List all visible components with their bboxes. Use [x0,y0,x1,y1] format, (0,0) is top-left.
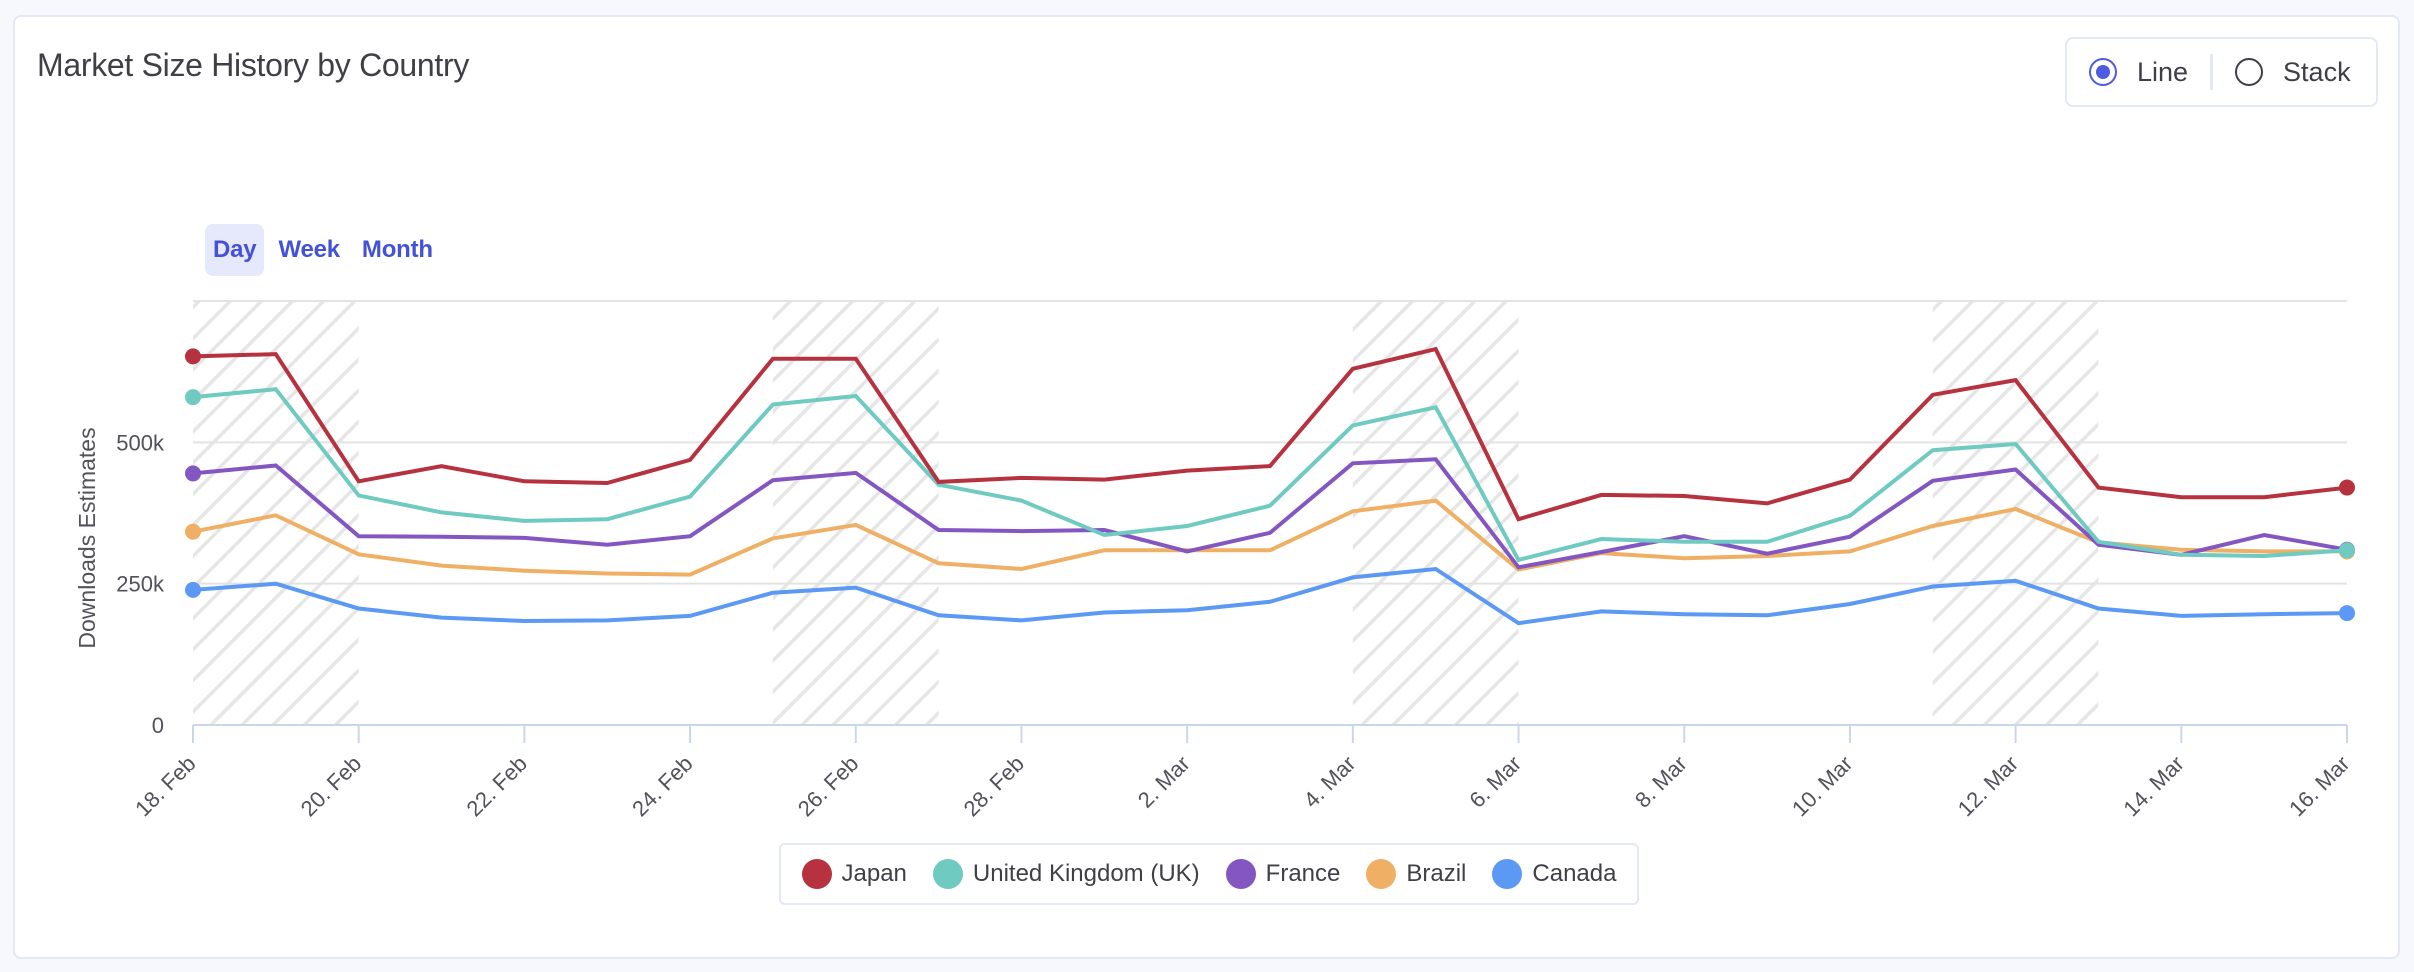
legend-marker-icon [1225,859,1256,889]
tab-day[interactable]: Day [205,224,265,276]
legend-label: United Kingdom (UK) [972,860,1200,887]
weekend-band [1932,301,2099,725]
y-tick-label: 500k [116,430,165,455]
chart-legend: Japan United Kingdom (UK) France Brazil … [779,843,1639,905]
mode-option-stack[interactable]: Stack [2235,57,2351,88]
mode-option-line[interactable]: Line [2089,57,2188,88]
legend-label: Brazil [1406,860,1467,887]
x-tick-label: 14. Mar [2118,751,2188,821]
x-tick-label: 2. Mar [1133,751,1195,813]
legend-item-brazil[interactable]: Brazil [1366,859,1466,889]
legend-marker-icon [801,859,832,889]
data-point-marker[interactable] [2339,605,2355,622]
y-axis-title: Downloads Estimates [74,427,100,648]
legend-item-uk[interactable]: United Kingdom (UK) [932,859,1200,889]
legend-marker-icon [932,859,963,889]
data-point-marker[interactable] [185,523,201,540]
series-line[interactable] [192,457,2348,570]
data-point-marker[interactable] [185,389,201,406]
x-tick-label: 10. Mar [1787,751,1857,821]
y-tick-label: 0 [152,713,164,738]
x-tick-label: 24. Feb [627,751,697,821]
legend-label: Canada [1532,860,1617,887]
range-tabs: Day Week Month [205,224,447,276]
x-tick-label: 8. Mar [1630,751,1692,813]
chart-title: Market Size History by Country [37,47,470,83]
legend-label: Japan [841,860,907,887]
x-tick-label: 28. Feb [959,751,1029,821]
x-tick-label: 20. Feb [296,751,366,821]
x-tick-label: 22. Feb [461,751,531,821]
series-united-kingdom-uk [185,387,2355,563]
legend-item-canada[interactable]: Canada [1492,859,1616,889]
legend-marker-icon [1492,859,1523,889]
x-tick-label: 18. Feb [130,751,200,821]
mode-divider [2210,54,2214,90]
series-line[interactable] [192,387,2348,563]
x-tick-label: 12. Mar [1953,751,2023,821]
tab-week[interactable]: Week [278,236,340,263]
legend-label: France [1265,860,1341,887]
series-line[interactable] [192,346,2348,522]
mode-label-stack: Stack [2283,56,2351,87]
radio-selected-icon[interactable] [2089,58,2117,86]
series-canada [185,566,2355,626]
x-tick-label: 6. Mar [1464,751,1526,813]
series-line[interactable] [192,566,2348,626]
x-tick-label: 16. Mar [2284,751,2354,821]
mode-label-line: Line [2137,56,2189,87]
tab-month[interactable]: Month [361,236,433,263]
data-point-marker[interactable] [185,348,201,365]
chart-mode-toggle: Line Stack [2065,37,2378,107]
legend-item-france[interactable]: France [1225,859,1341,889]
series-line[interactable] [192,498,2347,577]
legend-marker-icon [1366,859,1397,889]
data-point-marker[interactable] [185,465,201,482]
x-tick-label: 4. Mar [1299,751,1361,813]
data-point-marker[interactable] [2339,479,2355,496]
legend-item-japan[interactable]: Japan [801,859,907,889]
data-point-marker[interactable] [2339,542,2355,559]
x-tick-label: 26. Feb [793,751,863,821]
series-japan [185,346,2355,522]
data-point-marker[interactable] [185,581,201,598]
y-tick-label: 250k [116,572,165,597]
radio-unselected-icon[interactable] [2235,58,2264,86]
